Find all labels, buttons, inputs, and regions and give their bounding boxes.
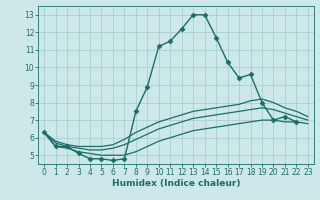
X-axis label: Humidex (Indice chaleur): Humidex (Indice chaleur) — [112, 179, 240, 188]
